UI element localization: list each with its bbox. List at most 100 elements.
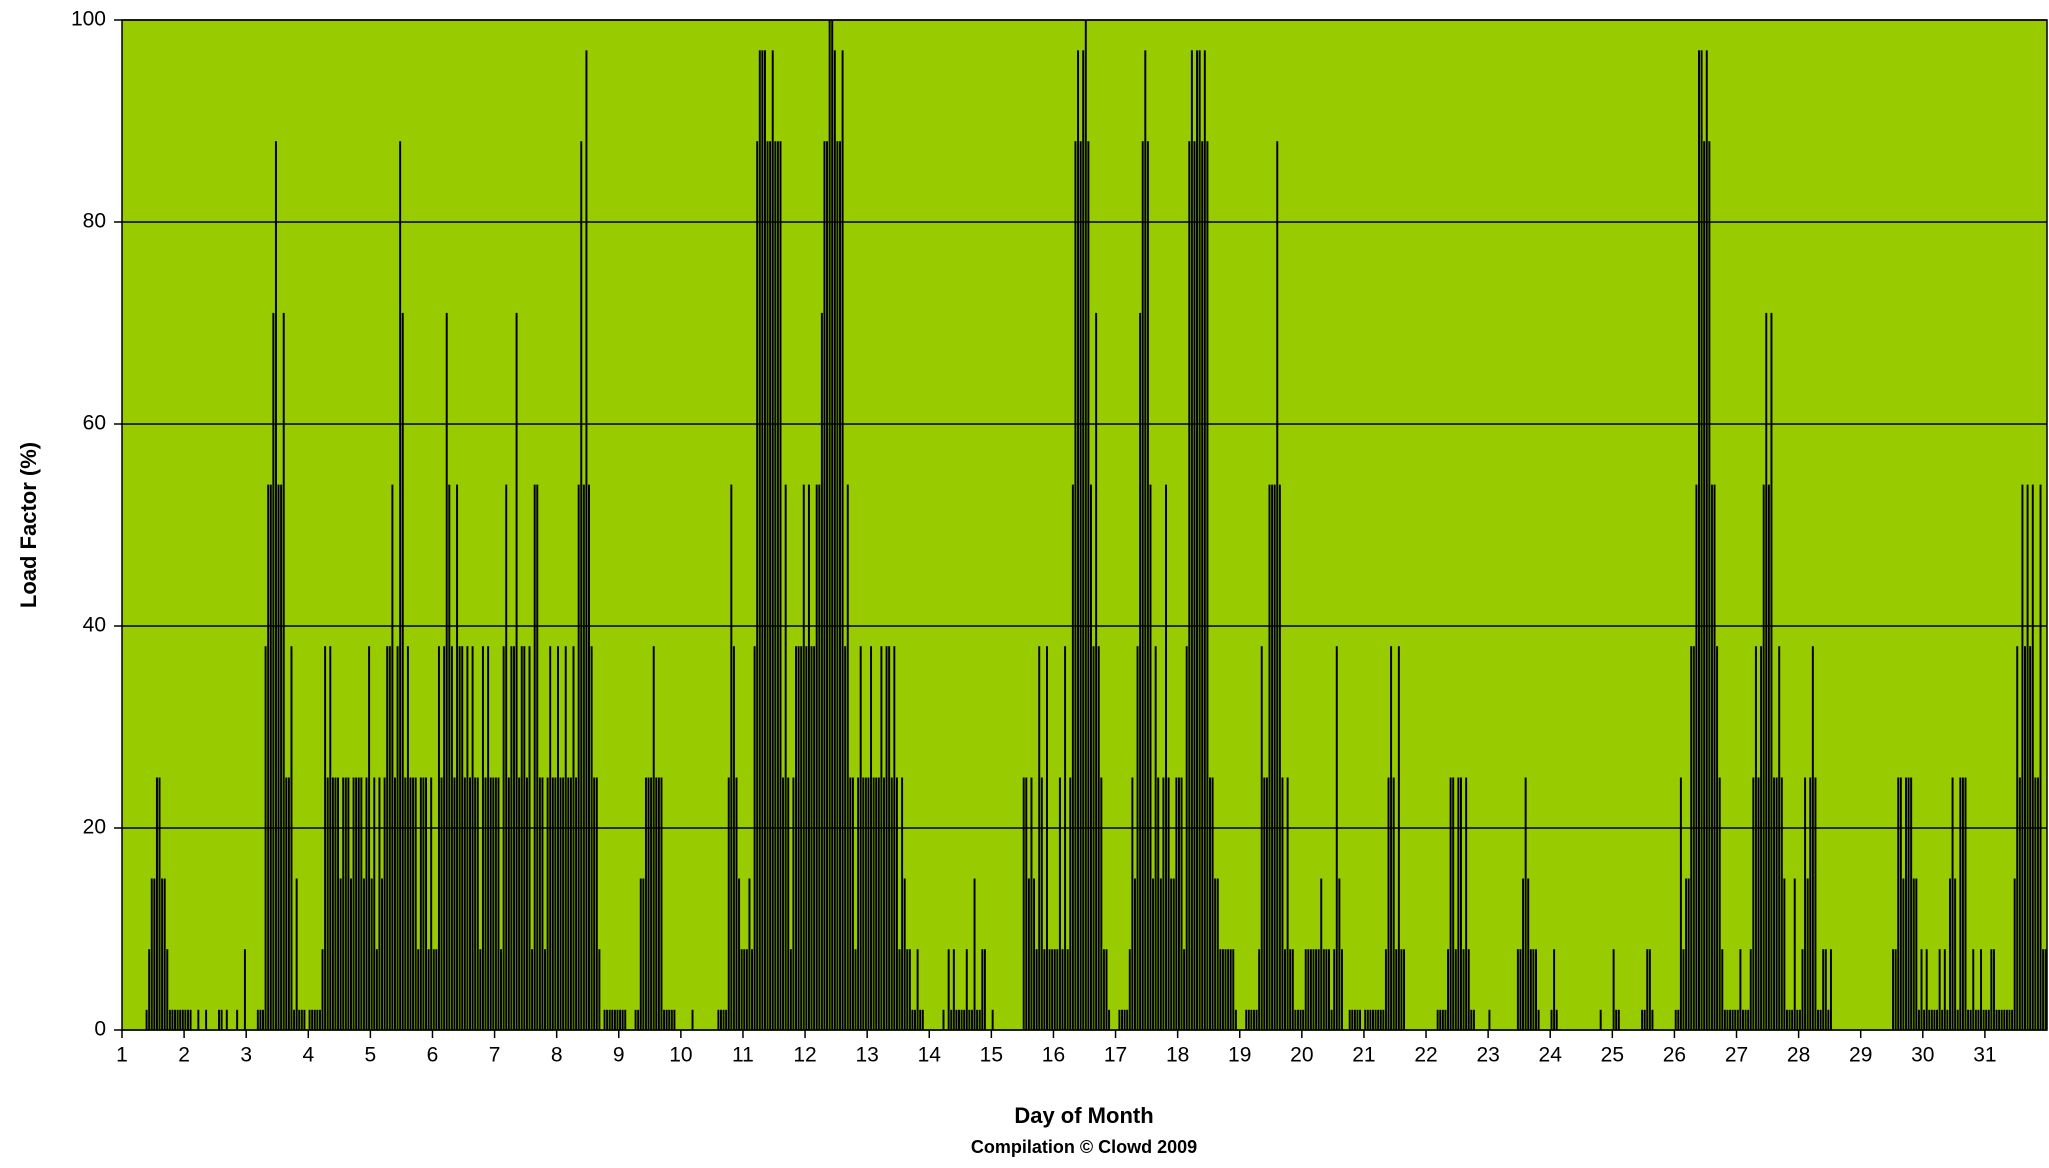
bar	[2042, 949, 2045, 1030]
bar	[1713, 484, 1716, 1031]
bar	[735, 777, 738, 1030]
bar	[952, 949, 955, 1030]
x-tick-label: 15	[980, 1044, 1003, 1067]
bar	[582, 484, 585, 1031]
bar	[650, 777, 653, 1030]
bar	[748, 878, 751, 1030]
bar	[1247, 1009, 1250, 1030]
bar	[1798, 1009, 1801, 1030]
bar	[800, 646, 803, 1030]
bar	[1516, 949, 1519, 1030]
bar	[1783, 878, 1786, 1030]
bar	[1905, 777, 1907, 1030]
bar	[1252, 1009, 1255, 1030]
bar	[1925, 949, 1928, 1030]
bar	[1470, 1009, 1473, 1030]
bar	[1685, 878, 1688, 1030]
bar	[657, 777, 660, 1030]
x-tick-label: 2	[178, 1044, 190, 1067]
bar	[771, 50, 774, 1031]
bar	[753, 646, 756, 1030]
bar	[810, 646, 813, 1030]
bar	[347, 777, 350, 1030]
bar	[1809, 777, 1812, 1030]
bar	[1369, 1009, 1372, 1030]
bar	[1392, 777, 1395, 1030]
bar	[1379, 1009, 1382, 1030]
bar	[743, 949, 746, 1030]
bar	[1320, 878, 1323, 1030]
bar	[1796, 1009, 1799, 1030]
bar	[1692, 646, 1695, 1030]
bar	[1822, 949, 1825, 1030]
bar	[1946, 1009, 1949, 1030]
bar	[1615, 1009, 1618, 1030]
bar	[2018, 777, 2021, 1030]
bar	[1801, 949, 1804, 1030]
bar	[805, 646, 808, 1030]
bar	[895, 777, 898, 1030]
bar	[1553, 949, 1556, 1030]
bar	[264, 646, 267, 1030]
bar	[1051, 949, 1054, 1030]
bar	[1959, 777, 1962, 1030]
bar	[1309, 949, 1312, 1030]
bar	[1206, 141, 1209, 1030]
bar	[1811, 646, 1814, 1030]
bar	[1095, 312, 1098, 1030]
bar	[342, 777, 345, 1030]
x-tick-label: 30	[1911, 1044, 1934, 1067]
bar	[1053, 949, 1056, 1030]
bar	[851, 777, 854, 1030]
bar	[644, 777, 647, 1030]
bar	[1089, 484, 1092, 1031]
bar	[1366, 1009, 1369, 1030]
bar	[1079, 141, 1082, 1030]
bar	[1788, 1009, 1791, 1030]
bar	[1048, 949, 1051, 1030]
bar	[174, 1009, 177, 1030]
bar	[639, 878, 642, 1030]
bar	[1136, 646, 1139, 1030]
x-tick-label: 19	[1228, 1044, 1251, 1067]
bar	[1296, 1009, 1299, 1030]
bar	[875, 777, 878, 1030]
bar	[1118, 1009, 1121, 1030]
bar	[1710, 484, 1713, 1031]
x-tick-label: 1	[116, 1044, 128, 1067]
bar	[769, 141, 772, 1030]
bar	[437, 646, 440, 1030]
bar	[663, 1009, 666, 1030]
bar	[1651, 1009, 1654, 1030]
bar	[1436, 1009, 1439, 1030]
y-tick-label: 0	[94, 1018, 106, 1041]
bar	[1260, 646, 1263, 1030]
bar	[1982, 1009, 1985, 1030]
bar	[1100, 777, 1103, 1030]
bar	[375, 949, 378, 1030]
bar	[1985, 1009, 1988, 1030]
bar	[2039, 484, 2042, 1031]
bar	[717, 1009, 720, 1030]
bar	[419, 777, 422, 1030]
bar	[1912, 878, 1915, 1030]
bar	[1527, 878, 1530, 1030]
bar	[458, 646, 461, 1030]
bar	[2044, 949, 2047, 1030]
x-tick-label: 4	[302, 1044, 314, 1067]
bar	[1183, 949, 1186, 1030]
bar	[1263, 777, 1266, 1030]
x-tick-label: 7	[489, 1044, 501, 1067]
bar	[1382, 1009, 1385, 1030]
bar	[300, 1009, 303, 1030]
bar	[2008, 1009, 2011, 1030]
bar	[1224, 949, 1227, 1030]
bar	[624, 1009, 627, 1030]
bar	[549, 646, 552, 1030]
bar	[181, 1009, 184, 1030]
bar	[362, 878, 365, 1030]
bar	[1936, 1009, 1939, 1030]
bar	[732, 646, 735, 1030]
bar	[1897, 777, 1900, 1030]
bar	[973, 878, 976, 1030]
